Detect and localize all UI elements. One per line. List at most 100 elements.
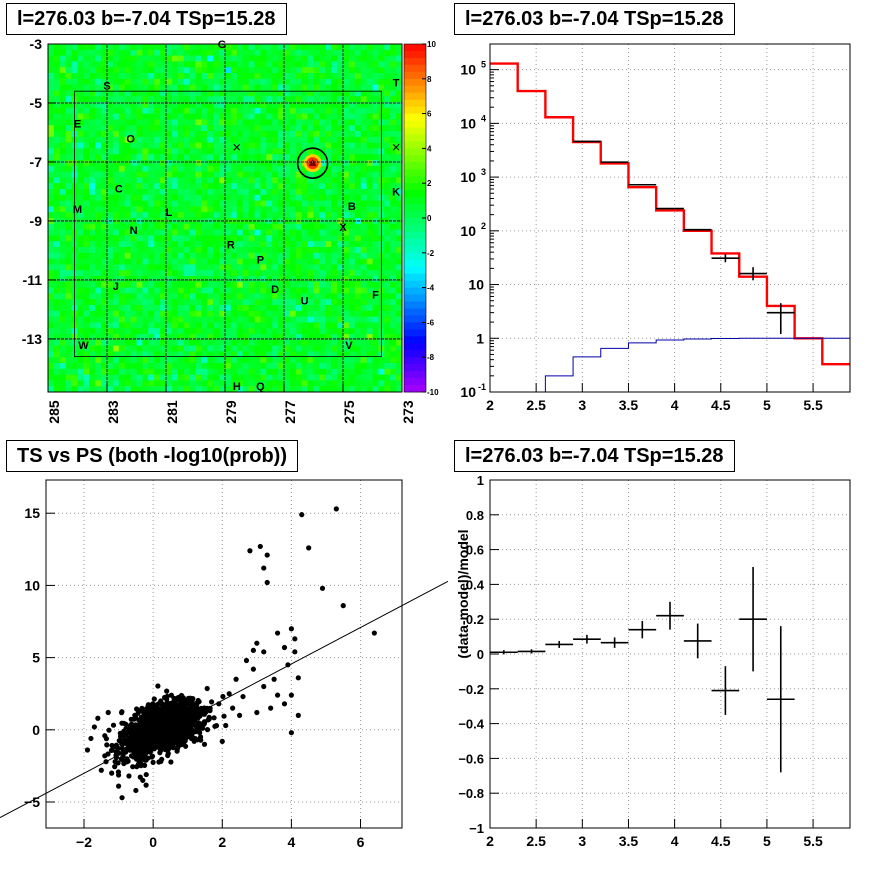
field-label: T [393, 77, 400, 89]
scatter-point [261, 684, 266, 689]
field-label: U [301, 296, 309, 308]
scatter-point [261, 649, 266, 654]
y-tick-label: -9 [30, 213, 43, 229]
y-tick-exponent: 4 [481, 113, 486, 123]
scatter-point [247, 548, 252, 553]
field-label: R [227, 240, 235, 252]
scatter-point [320, 586, 325, 591]
y-tick-exponent: 2 [481, 221, 486, 231]
y-tick-label: 0.8 [466, 508, 484, 523]
field-label: N [130, 225, 138, 237]
scatter-point [233, 677, 238, 682]
x-tick-label: 285 [46, 400, 62, 424]
x-tick-label: 283 [105, 400, 121, 424]
field-label: P [257, 254, 264, 266]
y-tick-label: 10 [460, 223, 476, 239]
y-tick-label: 10 [24, 577, 40, 593]
residual-point [545, 641, 573, 648]
scatter-point [223, 723, 228, 728]
scatter-point [254, 710, 259, 715]
field-label: W [78, 340, 89, 352]
scatter-point [230, 706, 235, 711]
y-tick-label: -3 [30, 36, 43, 52]
y-tick-label: −0.4 [458, 717, 484, 732]
colorbar-tick-label: 4 [427, 144, 432, 153]
field-label: M [73, 204, 82, 216]
field-label: V [345, 340, 353, 352]
x-tick-label: 275 [341, 400, 357, 424]
scatter-point [275, 630, 280, 635]
colorbar-tick-label: 2 [427, 179, 432, 188]
y-tick-label: -13 [22, 331, 42, 347]
x-tick-label: 4.5 [711, 397, 731, 413]
spectrum-title: l=276.03 b=-7.04 TSp=15.28 [454, 3, 735, 35]
x-tick-label: 6 [357, 834, 365, 850]
scatter-grid [46, 480, 402, 828]
field-label: B [348, 201, 356, 213]
x-tick-label: 4 [671, 397, 679, 413]
residual-point [601, 637, 629, 647]
y-tick-label: -11 [23, 272, 43, 288]
scatter-point [133, 788, 138, 793]
model-histogram [490, 64, 850, 365]
scatter-point [102, 753, 107, 758]
field-label: K [392, 186, 400, 198]
colorbar-tick-label: 0 [427, 214, 432, 223]
residual-point [739, 567, 767, 671]
y-tick-label: -7 [30, 154, 43, 170]
scatter-point [258, 544, 263, 549]
spectrum-data-point [767, 303, 795, 334]
y-tick-label: −5 [24, 794, 40, 810]
y-tick-exponent: -1 [478, 382, 486, 392]
y-tick-label: −0.6 [458, 751, 484, 766]
scatter-point [265, 580, 270, 585]
x-tick-label: 4 [671, 833, 679, 849]
y-tick-label: -5 [30, 95, 43, 111]
scatter-point [237, 713, 242, 718]
scatter-point [268, 706, 273, 711]
scatter-point [289, 626, 294, 631]
scatter-point [282, 645, 287, 650]
y-tick-label: 1 [477, 473, 484, 488]
residual-point [573, 635, 601, 644]
scatter-point [140, 778, 145, 783]
colorbar-tick-label: 8 [427, 75, 432, 84]
x-tick-label: 279 [223, 400, 239, 424]
colorbar-tick-label: 6 [427, 110, 432, 119]
scatter-point [244, 658, 249, 663]
y-tick-label: 10 [460, 62, 476, 78]
scatter-point [292, 649, 297, 654]
x-tick-label: 2.5 [526, 833, 546, 849]
scatter-point [240, 694, 245, 699]
field-label: L [166, 207, 173, 219]
scatter-point [282, 701, 287, 706]
y-tick-label: 10 [468, 277, 484, 293]
y-tick-label: 10 [460, 384, 476, 400]
scatter-point [296, 675, 301, 680]
y-tick-label: 10 [460, 169, 476, 185]
plot-frame [46, 480, 402, 828]
colorbar-tick-label: -2 [427, 249, 435, 258]
scatter-point [292, 636, 297, 641]
colorbar-tick-label: -8 [427, 353, 435, 362]
scatter-point [116, 784, 121, 789]
field-label: E [74, 119, 81, 131]
background-histogram [545, 338, 850, 392]
colorbar-tick-label: -4 [427, 284, 435, 293]
x-tick-label: 5 [763, 397, 771, 413]
scatter-point [119, 795, 124, 800]
spectrum-data-point [712, 254, 740, 262]
field-label: D [271, 284, 279, 296]
x-tick-label: 4 [287, 834, 295, 850]
x-tick-label: 281 [164, 400, 180, 424]
y-tick-label: 0 [477, 647, 484, 662]
y-tick-label: 5 [32, 650, 40, 666]
field-label: H [233, 381, 241, 393]
x-tick-label: 3.5 [619, 833, 639, 849]
y-tick-label: 1 [476, 330, 484, 346]
y-tick-label: 0 [32, 722, 40, 738]
